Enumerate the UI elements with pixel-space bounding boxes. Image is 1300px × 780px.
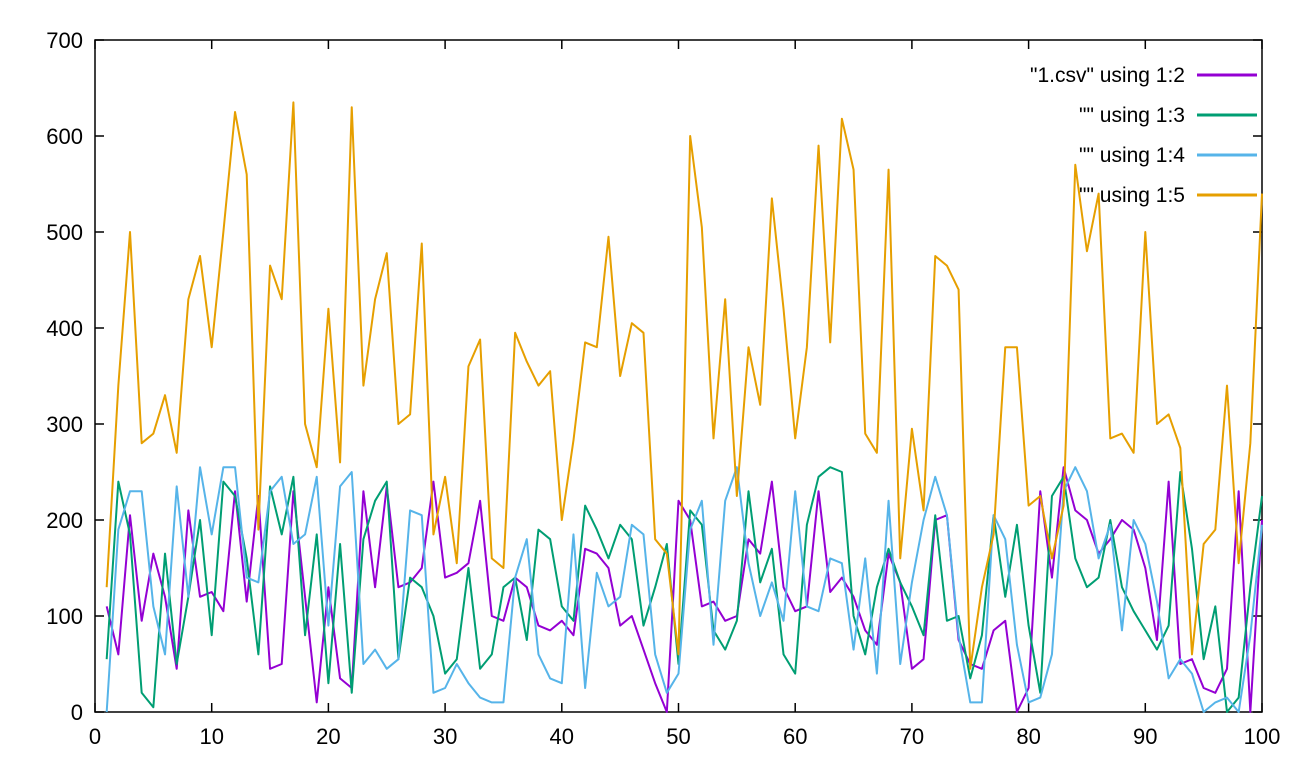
y-tick-label: 400	[46, 316, 83, 341]
y-tick-label: 0	[71, 700, 83, 725]
x-tick-label: 40	[550, 724, 574, 749]
legend-label: "" using 1:3	[1079, 104, 1185, 127]
series-line-2	[105, 466, 1263, 713]
series-line-4	[105, 101, 1263, 670]
x-tick-label: 50	[666, 724, 690, 749]
legend-label: "1.csv" using 1:2	[1030, 64, 1185, 87]
x-tick-label: 20	[316, 724, 340, 749]
y-tick-label: 500	[46, 220, 83, 245]
x-tick-label: 60	[783, 724, 807, 749]
x-tick-label: 90	[1133, 724, 1157, 749]
legend-label: "" using 1:5	[1079, 184, 1185, 207]
x-tick-label: 30	[433, 724, 457, 749]
y-tick-label: 200	[46, 508, 83, 533]
y-tick-label: 100	[46, 604, 83, 629]
x-tick-label: 10	[199, 724, 223, 749]
x-tick-label: 0	[89, 724, 101, 749]
x-tick-label: 100	[1244, 724, 1281, 749]
y-tick-label: 700	[46, 28, 83, 53]
series-line-3	[105, 466, 1263, 713]
y-tick-label: 600	[46, 124, 83, 149]
y-tick-label: 300	[46, 412, 83, 437]
legend-label: "" using 1:4	[1079, 144, 1185, 167]
x-tick-label: 80	[1016, 724, 1040, 749]
x-tick-label: 70	[900, 724, 924, 749]
